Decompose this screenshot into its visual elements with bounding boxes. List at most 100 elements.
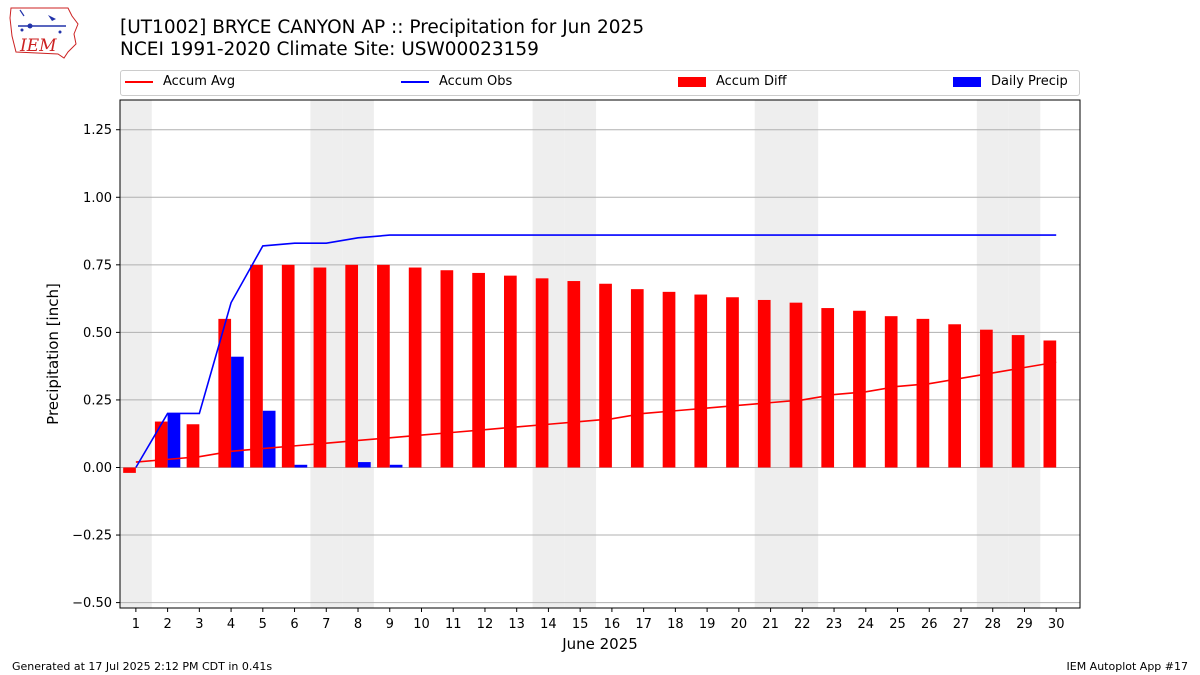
bar-accum-diff-day-5: [250, 264, 263, 468]
legend-label-daily-precip: Daily Precip: [991, 74, 1068, 89]
bar-accum-diff-day-7: [313, 267, 327, 468]
bar-daily-precip-day-4: [231, 356, 244, 468]
line-accum-avg: [135, 361, 1057, 463]
line-accum-obs: [135, 234, 1057, 468]
bar-accum-diff-day-24: [853, 310, 866, 468]
bar-accum-diff-day-10: [408, 267, 422, 468]
legend-item-accum-avg: Accum Avg: [125, 74, 235, 89]
weekend-shade-day-1: [120, 100, 152, 608]
xtick-label-27: 27: [953, 617, 970, 632]
ytick-label-0: −0.50: [72, 596, 112, 611]
xtick-label-26: 26: [921, 617, 938, 632]
xtick-label-11: 11: [445, 617, 462, 632]
legend-swatch-accum-diff: [678, 76, 706, 87]
legend-item-accum-obs: Accum Obs: [401, 74, 512, 89]
xtick-label-22: 22: [794, 617, 811, 632]
ytick-label-1: −0.25: [72, 529, 112, 544]
ytick-label-5: 0.75: [83, 258, 112, 273]
legend-label-accum-avg: Accum Avg: [163, 74, 236, 89]
bar-accum-diff-day-21: [757, 299, 771, 468]
xtick-label-23: 23: [826, 617, 843, 632]
xtick-label-10: 10: [413, 617, 430, 632]
bar-accum-diff-day-20: [726, 297, 739, 468]
xtick-label-4: 4: [227, 617, 235, 632]
y-axis-label: Precipitation [inch]: [44, 283, 62, 425]
xtick-label-30: 30: [1048, 617, 1065, 632]
xtick-label-3: 3: [195, 617, 203, 632]
xtick-label-13: 13: [508, 617, 525, 632]
bar-accum-diff-day-16: [599, 283, 612, 468]
bar-accum-diff-day-2: [154, 421, 168, 468]
ytick-label-2: 0.00: [83, 461, 112, 476]
bar-daily-precip-day-2: [167, 413, 181, 468]
legend-swatch-accum-obs: [401, 80, 429, 83]
xtick-label-12: 12: [477, 617, 494, 632]
xtick-label-9: 9: [386, 617, 394, 632]
logo-text: IEM: [20, 36, 57, 56]
bar-daily-precip-day-8: [358, 462, 371, 468]
xtick-label-6: 6: [290, 617, 298, 632]
xtick-label-7: 7: [322, 617, 330, 632]
bar-accum-diff-day-27: [948, 324, 961, 468]
bar-accum-diff-day-29: [1011, 335, 1025, 468]
bar-accum-diff-day-3: [186, 424, 200, 468]
bar-accum-diff-day-18: [662, 291, 676, 468]
bar-accum-diff-day-22: [789, 302, 803, 468]
legend: Accum Avg Accum Obs Accum Diff Daily Pre…: [120, 70, 1080, 96]
bar-accum-diff-day-25: [884, 316, 898, 468]
xtick-label-15: 15: [572, 617, 589, 632]
xtick-label-14: 14: [540, 617, 557, 632]
ytick-label-3: 0.25: [83, 393, 112, 408]
xtick-label-8: 8: [354, 617, 362, 632]
xtick-label-29: 29: [1016, 617, 1033, 632]
ytick-label-4: 0.50: [83, 326, 112, 341]
bar-accum-diff-day-12: [472, 272, 485, 468]
xtick-label-19: 19: [699, 617, 716, 632]
chart-subtitle: NCEI 1991-2020 Climate Site: USW00023159: [120, 39, 539, 60]
xtick-label-24: 24: [858, 617, 875, 632]
xtick-label-5: 5: [259, 617, 267, 632]
footer-app: IEM Autoplot App #17: [1066, 660, 1189, 673]
ytick-label-7: 1.25: [83, 123, 112, 138]
legend-label-accum-diff: Accum Diff: [716, 74, 787, 89]
legend-item-accum-diff: Accum Diff: [678, 74, 787, 89]
bar-accum-diff-day-8: [345, 264, 359, 468]
bar-accum-diff-day-14: [535, 278, 549, 468]
x-axis-label: June 2025: [561, 635, 638, 653]
bar-daily-precip-day-6: [294, 464, 308, 468]
legend-label-accum-obs: Accum Obs: [439, 74, 513, 89]
bar-accum-diff-day-28: [980, 329, 993, 468]
plot-frame: [119, 99, 1081, 609]
legend-swatch-accum-avg: [125, 80, 153, 83]
bar-accum-diff-day-9: [377, 264, 390, 468]
bar-accum-diff-day-6: [281, 264, 295, 468]
ytick-label-6: 1.00: [83, 191, 112, 206]
xtick-label-2: 2: [163, 617, 171, 632]
bar-accum-diff-day-11: [440, 270, 454, 468]
xtick-label-18: 18: [667, 617, 684, 632]
legend-swatch-daily-precip: [953, 76, 981, 87]
bar-accum-diff-day-30: [1043, 340, 1057, 468]
bar-accum-diff-day-4: [218, 318, 232, 468]
xtick-label-28: 28: [984, 617, 1001, 632]
xtick-label-20: 20: [731, 617, 748, 632]
iem-logo-icon: [9, 7, 79, 59]
plot-area: [120, 100, 1080, 608]
footer-generated: Generated at 17 Jul 2025 2:12 PM CDT in …: [12, 660, 273, 673]
bar-accum-diff-day-13: [504, 275, 517, 468]
bar-accum-diff-day-19: [694, 294, 708, 468]
bar-accum-diff-day-1: [123, 467, 136, 473]
xtick-label-25: 25: [889, 617, 906, 632]
xtick-label-16: 16: [604, 617, 621, 632]
bar-accum-diff-day-17: [630, 289, 644, 468]
bar-daily-precip-day-9: [389, 464, 403, 468]
xtick-label-1: 1: [132, 617, 140, 632]
bar-accum-diff-day-26: [916, 318, 930, 468]
bar-accum-diff-day-23: [821, 308, 835, 468]
xtick-label-17: 17: [635, 617, 652, 632]
legend-item-daily-precip: Daily Precip: [953, 74, 1068, 89]
xtick-label-21: 21: [762, 617, 779, 632]
bar-daily-precip-day-5: [262, 410, 276, 468]
bar-accum-diff-day-15: [567, 281, 581, 468]
